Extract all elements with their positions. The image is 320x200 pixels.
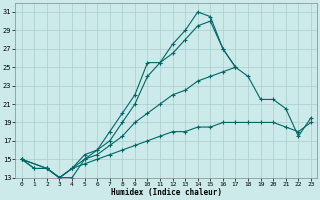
X-axis label: Humidex (Indice chaleur): Humidex (Indice chaleur): [111, 188, 222, 197]
